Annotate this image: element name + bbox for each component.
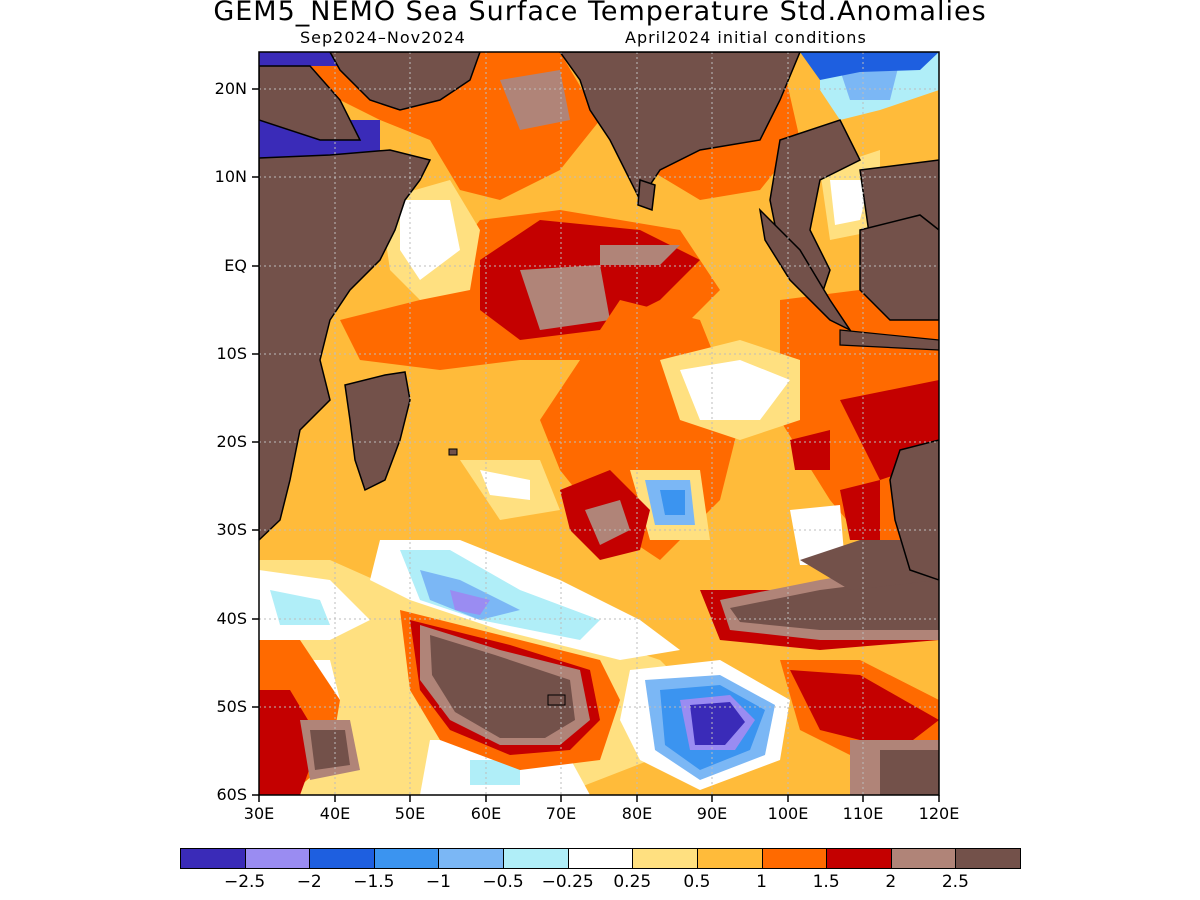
colorbar-swatch	[696, 848, 763, 869]
colorbar-label: 2	[885, 872, 897, 892]
colorbar-swatch	[438, 848, 505, 869]
colorbar-label: −1	[425, 872, 451, 892]
lon-label-110e: 110E	[842, 804, 884, 823]
colorbar-label: 1	[756, 872, 767, 892]
lat-label-30s: 30S	[216, 520, 247, 539]
colorbar-label: −0.5	[482, 872, 524, 892]
lon-label-120e: 120E	[918, 804, 960, 823]
colorbar-swatch	[826, 848, 892, 869]
colorbar-label: 1.5	[812, 872, 840, 892]
map-frame	[258, 51, 940, 796]
lon-label-50e: 50E	[394, 804, 426, 823]
colorbar-swatch	[503, 848, 569, 869]
lat-label-60s: 60S	[216, 785, 247, 804]
colorbar-swatch	[309, 848, 375, 869]
gridlines	[259, 52, 939, 795]
lon-label-30e: 30E	[243, 804, 275, 823]
forecast-period: Sep2024–Nov2024	[300, 28, 466, 47]
lat-label-eq: EQ	[224, 256, 247, 275]
colorbar-label: 0.25	[613, 872, 652, 892]
lon-label-80e: 80E	[621, 804, 653, 823]
colorbar-label: −2.5	[223, 872, 266, 892]
colorbar-swatch	[955, 848, 1021, 869]
lat-label-20s: 20S	[216, 432, 247, 451]
lat-label-40s: 40S	[216, 609, 247, 628]
lat-label-10n: 10N	[214, 167, 247, 186]
lon-label-70e: 70E	[545, 804, 577, 823]
colorbar-label: −1.5	[353, 872, 395, 892]
lon-label-40e: 40E	[319, 804, 351, 823]
axis-ticks	[252, 88, 940, 802]
map-field	[259, 52, 939, 795]
colorbar-label: −0.25	[541, 872, 594, 892]
lon-label-90e: 90E	[696, 804, 728, 823]
colorbar-swatch	[632, 848, 698, 869]
colorbar-label: 2.5	[941, 872, 969, 892]
colorbar-swatch	[244, 848, 311, 869]
colorbar-swatch	[373, 848, 440, 869]
lat-label-20n: 20N	[214, 79, 247, 98]
lat-label-10s: 10S	[216, 344, 247, 363]
colorbar-label: −2	[296, 872, 322, 892]
lat-label-50s: 50S	[216, 697, 247, 716]
colorbar-swatch	[567, 848, 634, 869]
initial-conditions: April2024 initial conditions	[625, 28, 867, 47]
colorbar-swatch	[180, 848, 246, 869]
lon-label-100e: 100E	[767, 804, 809, 823]
colorbar-swatch	[761, 848, 828, 869]
lon-label-60e: 60E	[470, 804, 502, 823]
colorbar-swatch	[890, 848, 957, 869]
colorbar-label: 0.5	[683, 872, 711, 892]
map-title: GEM5_NEMO Sea Surface Temperature Std.An…	[213, 0, 987, 27]
